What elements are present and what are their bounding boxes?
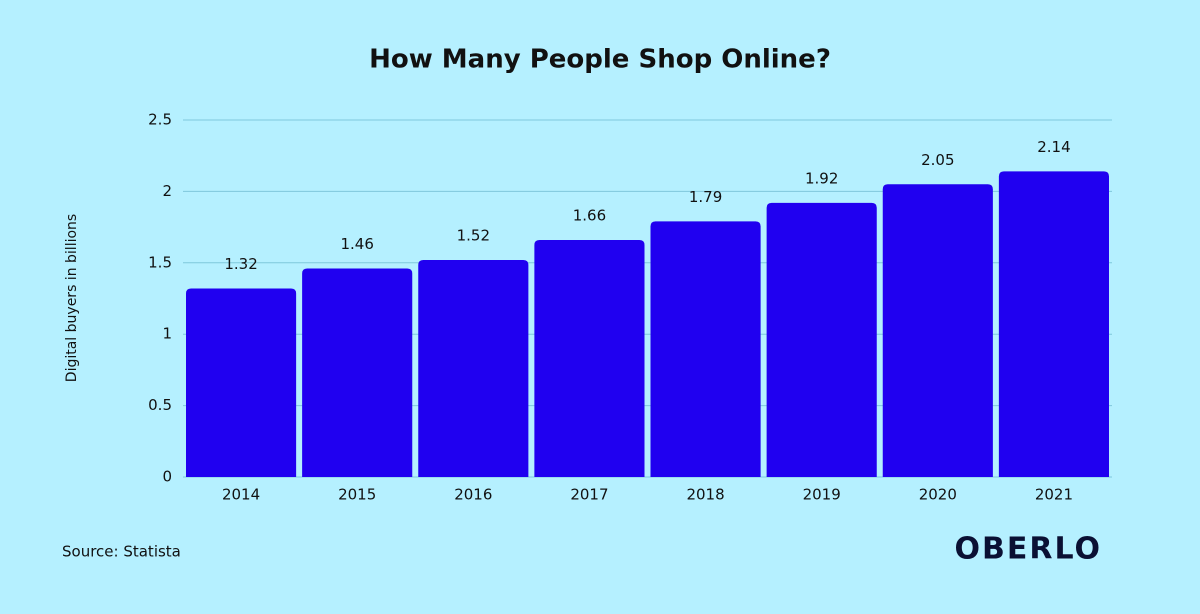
value-label: 2.05	[921, 151, 954, 169]
y-tick-label: 0	[162, 468, 172, 486]
x-tick-label: 2014	[222, 486, 260, 504]
brand-logo: OBERLO	[954, 532, 1102, 567]
bar	[766, 202, 877, 477]
x-tick-label: 2018	[686, 486, 724, 504]
bar	[650, 221, 761, 477]
bar	[186, 288, 297, 477]
bar	[998, 171, 1109, 477]
y-axis-label: Digital buyers in billions	[64, 214, 80, 382]
y-tick-label: 2.5	[148, 111, 172, 129]
value-label: 1.52	[457, 226, 490, 244]
x-tick-label: 2020	[919, 486, 957, 504]
chart-title: How Many People Shop Online?	[369, 45, 831, 75]
value-label: 1.79	[689, 188, 722, 206]
x-tick-label: 2015	[338, 486, 376, 504]
x-tick-label: 2017	[570, 486, 608, 504]
bar	[418, 259, 529, 477]
bar	[534, 239, 645, 477]
y-tick-label: 2	[162, 182, 172, 200]
value-label: 2.14	[1037, 138, 1070, 156]
y-tick-label: 1.5	[148, 253, 172, 271]
x-tick-label: 2019	[803, 486, 841, 504]
value-label: 1.32	[224, 255, 257, 273]
y-tick-label: 1	[162, 325, 172, 343]
value-label: 1.66	[573, 206, 606, 224]
bar	[882, 184, 993, 477]
y-tick-label: 0.5	[148, 396, 172, 414]
value-label: 1.92	[805, 169, 838, 187]
x-tick-label: 2016	[454, 486, 492, 504]
x-tick-label: 2021	[1035, 486, 1073, 504]
bar	[302, 268, 413, 477]
value-label: 1.46	[340, 235, 373, 253]
source: Source: Statista	[62, 543, 181, 561]
